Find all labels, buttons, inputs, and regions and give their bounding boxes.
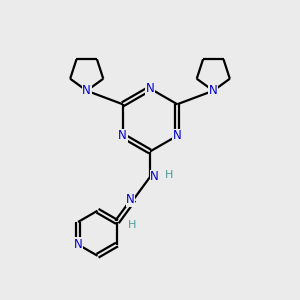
Text: H: H: [165, 170, 174, 181]
Text: N: N: [173, 129, 182, 142]
Text: N: N: [74, 238, 82, 251]
Text: N: N: [118, 129, 127, 142]
Text: N: N: [126, 193, 135, 206]
Text: N: N: [146, 82, 154, 95]
Text: N: N: [209, 84, 218, 97]
Text: N: N: [150, 170, 159, 184]
Text: H: H: [128, 220, 136, 230]
Text: N: N: [82, 84, 91, 97]
